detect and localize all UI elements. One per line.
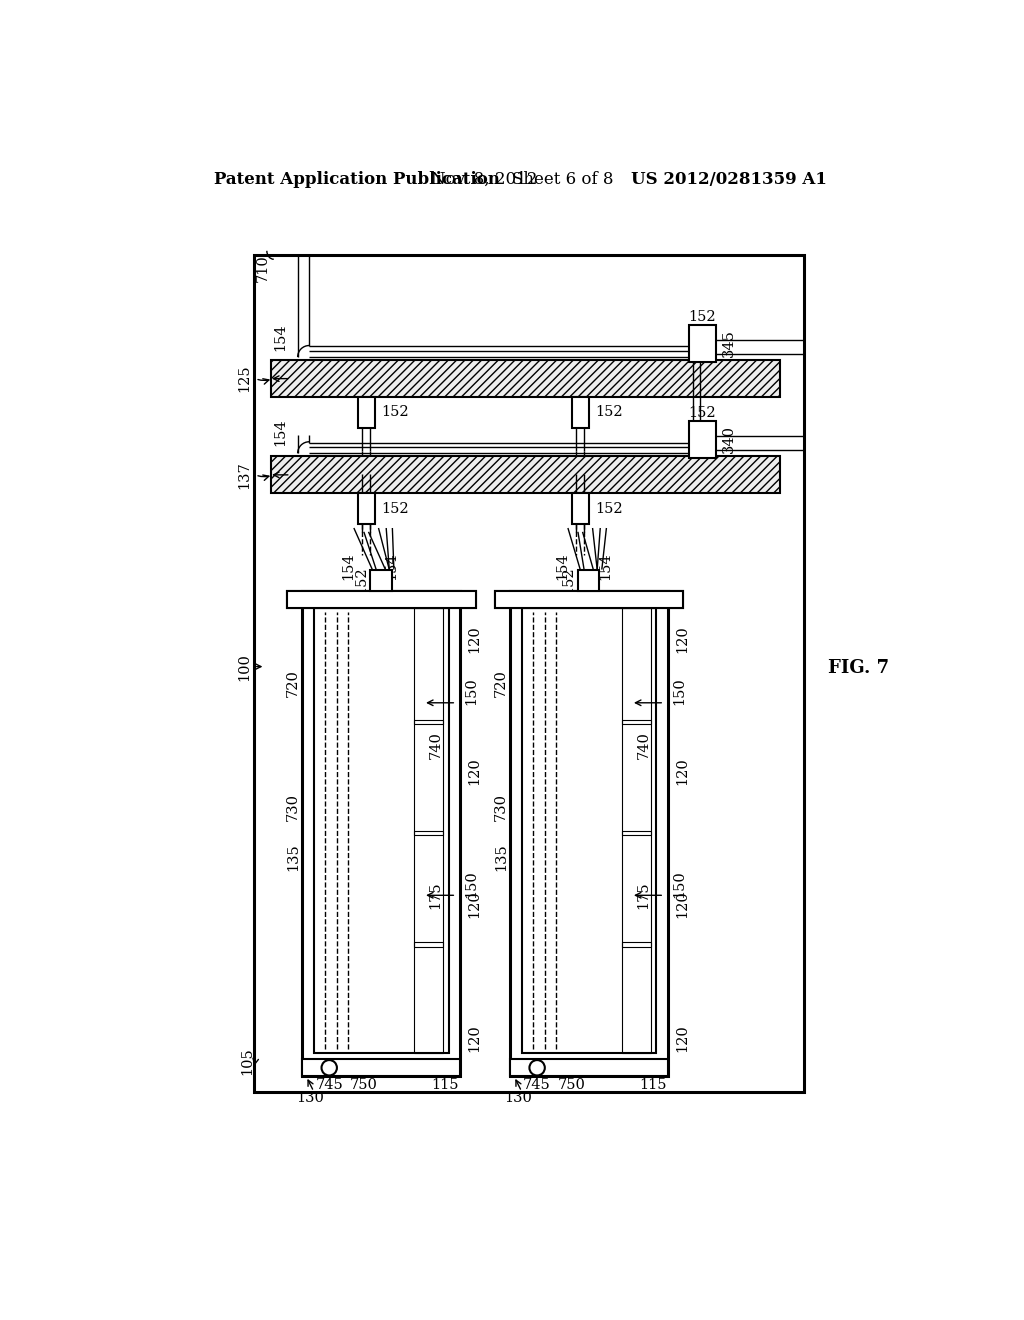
- Bar: [302, 591, 460, 1076]
- Text: 730: 730: [286, 793, 300, 821]
- Text: 154: 154: [599, 553, 612, 581]
- Text: 120: 120: [467, 1024, 481, 1052]
- Text: 152: 152: [562, 566, 575, 594]
- Bar: [414, 719, 443, 725]
- Text: 152: 152: [381, 502, 409, 516]
- Bar: [578, 570, 599, 591]
- Bar: [510, 1059, 668, 1076]
- Bar: [622, 719, 651, 725]
- Text: 115: 115: [431, 1078, 459, 1093]
- Bar: [622, 942, 651, 946]
- Text: 130: 130: [504, 1090, 531, 1105]
- Bar: [495, 591, 683, 609]
- Text: 154: 154: [556, 553, 569, 581]
- Bar: [313, 609, 449, 1053]
- Text: 175: 175: [428, 882, 442, 909]
- Bar: [357, 494, 375, 524]
- Text: 100: 100: [238, 652, 252, 681]
- Text: 135: 135: [286, 843, 300, 871]
- Text: 152: 152: [595, 502, 623, 516]
- Bar: [622, 609, 651, 1053]
- Text: 152: 152: [353, 566, 368, 594]
- Text: 720: 720: [494, 669, 508, 697]
- Text: Sheet 6 of 8: Sheet 6 of 8: [512, 170, 613, 187]
- Text: US 2012/0281359 A1: US 2012/0281359 A1: [631, 170, 827, 187]
- Text: Nov. 8, 2012: Nov. 8, 2012: [431, 170, 538, 187]
- Text: 710: 710: [256, 253, 270, 281]
- Text: 730: 730: [494, 793, 508, 821]
- Text: 120: 120: [467, 624, 481, 653]
- Bar: [510, 591, 668, 1076]
- Text: 130: 130: [296, 1090, 324, 1105]
- Text: FIG. 7: FIG. 7: [828, 659, 889, 677]
- Text: 154: 154: [385, 553, 398, 581]
- Text: 340: 340: [722, 425, 736, 454]
- Text: 740: 740: [428, 731, 442, 759]
- Bar: [689, 421, 716, 458]
- Text: Patent Application Publication: Patent Application Publication: [214, 170, 500, 187]
- Bar: [287, 591, 475, 609]
- Text: 150: 150: [465, 870, 478, 898]
- Text: 150: 150: [673, 677, 686, 705]
- Text: 135: 135: [494, 843, 508, 871]
- Text: 154: 154: [341, 553, 355, 581]
- Bar: [414, 830, 443, 836]
- Text: 120: 120: [675, 758, 689, 785]
- Text: 125: 125: [238, 364, 252, 392]
- Bar: [571, 494, 589, 524]
- Text: 150: 150: [673, 870, 686, 898]
- Text: 120: 120: [467, 758, 481, 785]
- Bar: [414, 942, 443, 946]
- Bar: [495, 591, 683, 609]
- Text: 120: 120: [675, 891, 689, 919]
- Text: 154: 154: [273, 418, 287, 446]
- Text: 120: 120: [675, 1024, 689, 1052]
- Text: 750: 750: [350, 1078, 378, 1093]
- Text: 120: 120: [467, 891, 481, 919]
- Text: 740: 740: [636, 731, 650, 759]
- Bar: [357, 397, 375, 428]
- Text: 152: 152: [381, 405, 409, 420]
- Text: 152: 152: [688, 310, 716, 323]
- Text: 152: 152: [688, 407, 716, 420]
- Bar: [414, 609, 443, 1053]
- Text: 154: 154: [273, 323, 287, 351]
- Bar: [689, 325, 716, 362]
- Bar: [302, 1059, 460, 1076]
- Text: 137: 137: [238, 461, 252, 488]
- Text: 750: 750: [558, 1078, 586, 1093]
- Bar: [287, 591, 475, 609]
- Bar: [571, 397, 589, 428]
- Text: 150: 150: [465, 677, 478, 705]
- Bar: [271, 457, 779, 494]
- Text: 745: 745: [315, 1078, 343, 1093]
- Text: 745: 745: [523, 1078, 551, 1093]
- Bar: [521, 609, 656, 1053]
- Text: 345: 345: [722, 329, 736, 358]
- Text: 175: 175: [636, 882, 650, 909]
- Text: 105: 105: [241, 1047, 255, 1074]
- Text: 720: 720: [286, 669, 300, 697]
- Text: 152: 152: [595, 405, 623, 420]
- Bar: [254, 255, 804, 1092]
- Text: 115: 115: [639, 1078, 667, 1093]
- Text: 120: 120: [675, 624, 689, 653]
- Bar: [271, 360, 779, 397]
- Text: 760: 760: [390, 1060, 418, 1074]
- Bar: [622, 830, 651, 836]
- Bar: [370, 570, 391, 591]
- Text: 760: 760: [598, 1060, 626, 1074]
